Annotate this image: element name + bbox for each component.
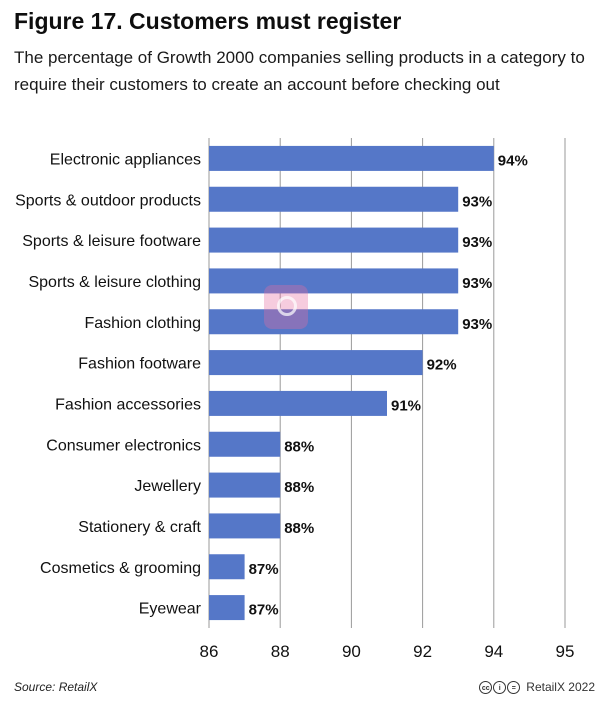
watermark-logo [264, 285, 308, 329]
bar [209, 227, 459, 253]
bar [209, 431, 281, 457]
category-label: Sports & leisure footware [22, 233, 201, 250]
footer-credit: cc i = RetailX 2022 [479, 680, 595, 694]
category-label: Fashion clothing [84, 315, 201, 332]
bar [209, 309, 459, 335]
credit-text: RetailX 2022 [526, 680, 595, 694]
value-label: 88% [284, 479, 314, 496]
category-label: Sports & outdoor products [15, 192, 201, 209]
category-label: Eyewear [139, 601, 202, 618]
x-tick-label: 94 [484, 642, 503, 661]
bar [209, 595, 245, 621]
license-icons: cc i = [479, 680, 521, 694]
value-label: 92% [427, 357, 457, 374]
category-label: Sports & leisure clothing [28, 274, 201, 291]
x-tick-label: 90 [342, 642, 361, 661]
category-label: Stationery & craft [78, 519, 201, 536]
bar [209, 554, 245, 580]
category-label: Electronic appliances [50, 151, 201, 168]
value-label: 93% [462, 234, 492, 251]
chart-subtitle: The percentage of Growth 2000 companies … [14, 48, 585, 94]
attribution-icon: i [493, 680, 507, 694]
value-label: 87% [249, 602, 279, 619]
value-label: 93% [462, 193, 492, 210]
bar [209, 186, 459, 212]
no-derivatives-icon: = [507, 680, 521, 694]
category-label: Cosmetics & grooming [40, 560, 201, 577]
chart-title: Figure 17. Customers must register [14, 8, 402, 34]
x-tick-label: 95 [556, 642, 575, 661]
value-label: 88% [284, 520, 314, 537]
bar [209, 390, 387, 416]
x-tick-label: 88 [271, 642, 290, 661]
x-tick-label: 86 [200, 642, 219, 661]
source-note: Source: RetailX [14, 680, 98, 694]
bar-chart: 86 88 90 92 94 95 Electronic appliances 94% Spor… [15, 138, 575, 661]
bar [209, 350, 423, 376]
bar [209, 145, 494, 171]
creative-commons-icon: cc [479, 680, 493, 694]
x-tick-label: 92 [413, 642, 432, 661]
value-label: 91% [391, 397, 421, 414]
value-label: 94% [498, 152, 528, 169]
category-label: Fashion footware [78, 356, 201, 373]
value-label: 93% [462, 275, 492, 292]
value-label: 93% [462, 316, 492, 333]
value-label: 88% [284, 438, 314, 455]
value-label: 87% [249, 561, 279, 578]
category-label: Consumer electronics [46, 437, 201, 454]
bar [209, 268, 459, 294]
category-label: Jewellery [134, 478, 201, 495]
bar [209, 513, 281, 539]
category-label: Fashion accessories [55, 396, 201, 413]
bar [209, 472, 281, 498]
